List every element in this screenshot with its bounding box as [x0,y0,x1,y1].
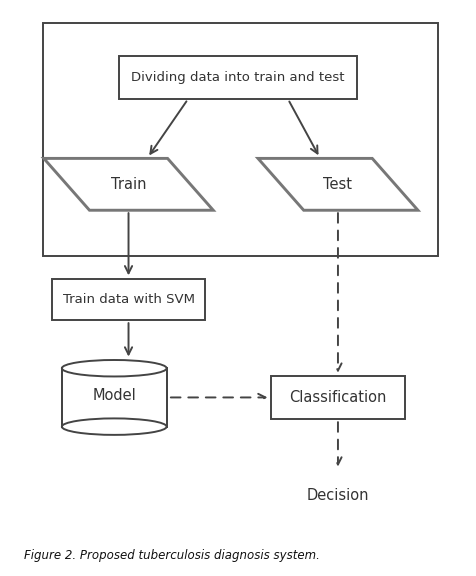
Ellipse shape [62,418,167,435]
Text: Classification: Classification [289,390,387,405]
Text: Test: Test [324,177,352,192]
FancyBboxPatch shape [43,23,438,256]
FancyBboxPatch shape [119,56,357,100]
Text: Model: Model [92,388,136,403]
FancyBboxPatch shape [62,368,167,427]
Text: Train data with SVM: Train data with SVM [62,293,195,306]
Text: Decision: Decision [307,488,369,503]
Text: Dividing data into train and test: Dividing data into train and test [131,71,345,84]
FancyBboxPatch shape [271,376,405,419]
Text: Figure 2. Proposed tuberculosis diagnosis system.: Figure 2. Proposed tuberculosis diagnosi… [24,548,320,562]
Polygon shape [258,158,418,210]
Ellipse shape [62,360,167,377]
FancyBboxPatch shape [52,279,205,320]
Text: Train: Train [111,177,146,192]
Polygon shape [44,158,213,210]
